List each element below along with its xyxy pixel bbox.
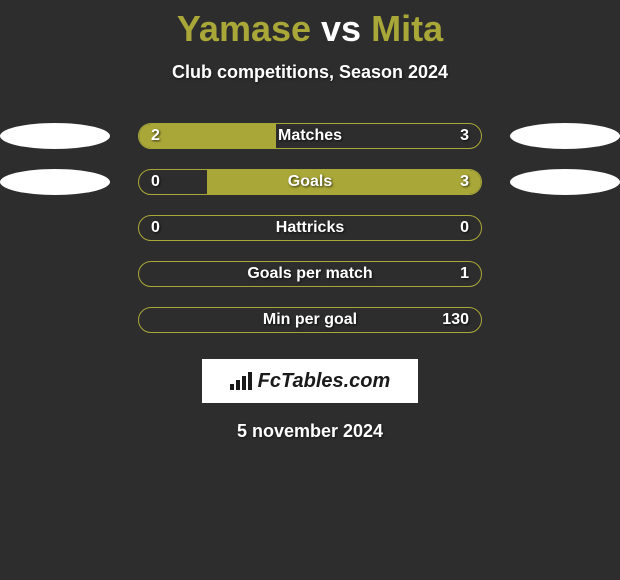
stat-bar: 2 3 Matches — [138, 123, 482, 149]
stat-row: 2 3 Matches — [0, 123, 620, 149]
stat-bar: 130 Min per goal — [138, 307, 482, 333]
stat-right-value: 3 — [460, 173, 469, 191]
player1-name: Yamase — [177, 8, 311, 49]
bars-icon — [230, 372, 252, 390]
player1-oval — [0, 169, 110, 195]
stat-right-value: 0 — [460, 219, 469, 237]
stat-bar: 0 0 Hattricks — [138, 215, 482, 241]
stat-row: 0 3 Goals — [0, 169, 620, 195]
stat-bar: 1 Goals per match — [138, 261, 482, 287]
title: Yamase vs Mita — [177, 8, 443, 50]
stat-left-value: 0 — [151, 219, 160, 237]
player2-oval — [510, 123, 620, 149]
stat-label: Hattricks — [276, 219, 344, 237]
subtitle: Club competitions, Season 2024 — [172, 62, 448, 83]
stat-row: 1 Goals per match — [0, 261, 620, 287]
player2-name: Mita — [371, 8, 443, 49]
stat-label: Goals per match — [247, 265, 372, 283]
player1-oval — [0, 123, 110, 149]
player2-oval — [510, 169, 620, 195]
stat-bar: 0 3 Goals — [138, 169, 482, 195]
stat-label: Goals — [288, 173, 332, 191]
stat-label: Matches — [278, 127, 342, 145]
vs-text: vs — [321, 8, 361, 49]
date: 5 november 2024 — [237, 421, 383, 442]
stat-left-value: 0 — [151, 173, 160, 191]
stat-right-value: 3 — [460, 127, 469, 145]
bar-fill-right — [207, 170, 481, 194]
stat-row: 0 0 Hattricks — [0, 215, 620, 241]
logo: FcTables.com — [230, 370, 391, 393]
stat-left-value: 2 — [151, 127, 160, 145]
stat-right-value: 1 — [460, 265, 469, 283]
stat-label: Min per goal — [263, 311, 357, 329]
stat-row: 130 Min per goal — [0, 307, 620, 333]
logo-text: FcTables.com — [258, 370, 391, 393]
stats-chart: 2 3 Matches 0 3 Goals 0 0 Hattricks 1 Goals per ma… — [0, 123, 620, 333]
logo-box: FcTables.com — [202, 359, 418, 403]
stat-right-value: 130 — [442, 311, 469, 329]
comparison-card: Yamase vs Mita Club competitions, Season… — [0, 0, 620, 442]
